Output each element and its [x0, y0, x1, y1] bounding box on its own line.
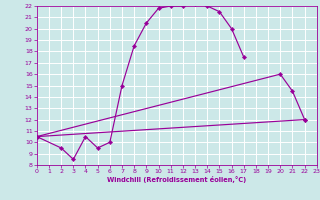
X-axis label: Windchill (Refroidissement éolien,°C): Windchill (Refroidissement éolien,°C)	[107, 176, 246, 183]
